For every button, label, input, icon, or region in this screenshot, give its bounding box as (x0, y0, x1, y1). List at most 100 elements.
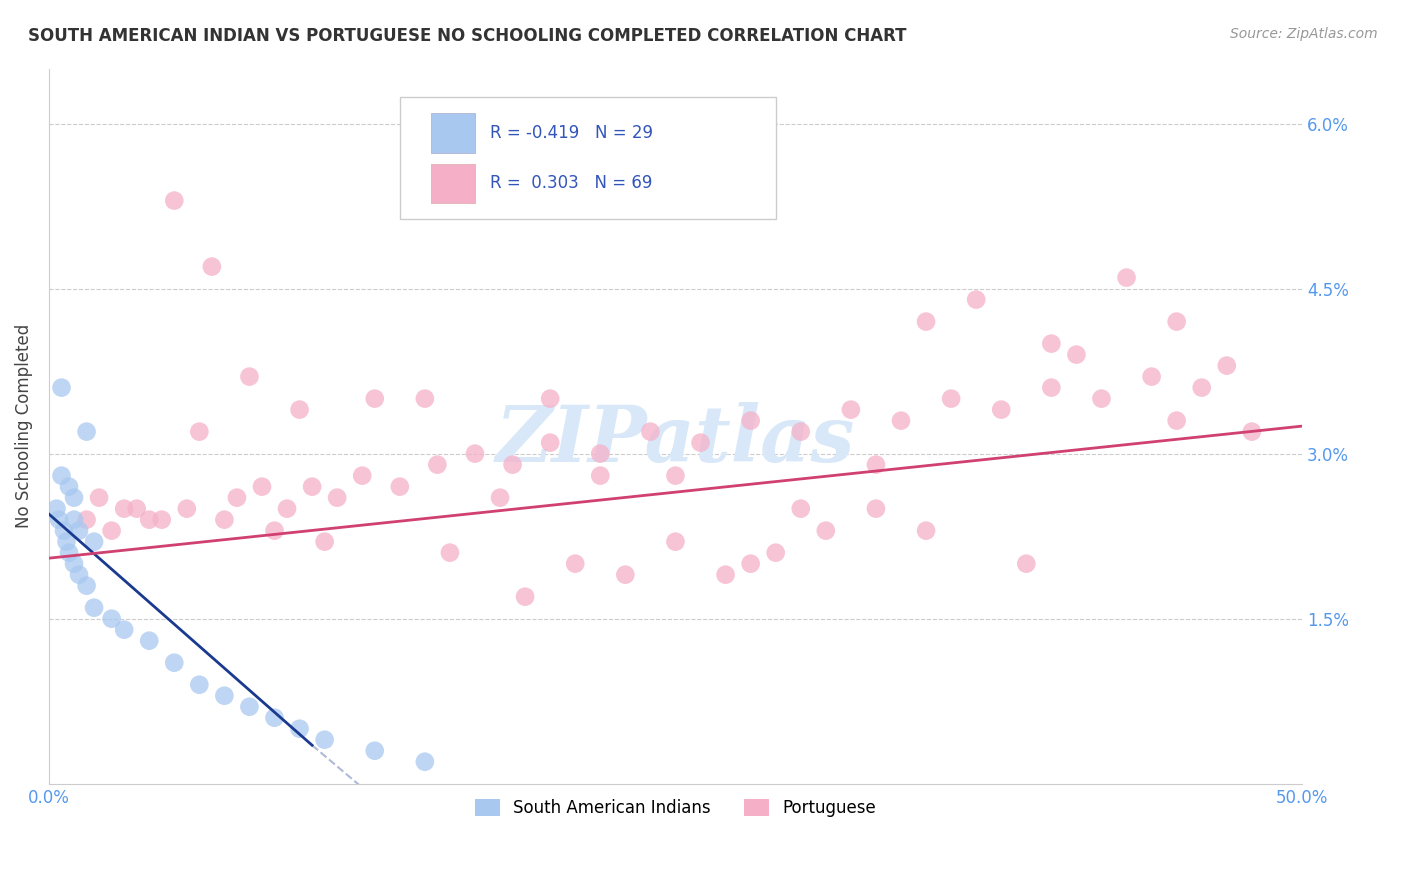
Point (890, 414, 912, 428)
Point (112, 501, 135, 516)
Point (76, 579, 98, 593)
Point (1090, 392, 1112, 406)
Point (326, 491, 349, 505)
Point (83, 600, 105, 615)
Y-axis label: No Schooling Completed: No Schooling Completed (15, 324, 32, 528)
Text: R =  0.303   N = 69: R = 0.303 N = 69 (491, 174, 652, 193)
Point (664, 468, 686, 483)
Point (839, 402, 862, 417)
Point (1216, 359, 1239, 373)
Point (413, 755, 436, 769)
Point (740, 557, 762, 571)
Point (176, 501, 198, 516)
Point (1240, 425, 1263, 439)
Point (538, 435, 561, 450)
Point (63, 557, 86, 571)
Point (67, 567, 90, 582)
Point (55, 534, 77, 549)
Point (314, 534, 336, 549)
Point (502, 458, 524, 472)
Point (188, 678, 211, 692)
Point (865, 458, 887, 472)
Point (1040, 381, 1063, 395)
Point (564, 557, 586, 571)
Point (83, 534, 105, 549)
Point (352, 468, 374, 483)
Point (100, 524, 122, 538)
Point (689, 435, 711, 450)
Point (1140, 369, 1163, 384)
Point (67, 524, 90, 538)
Point (740, 414, 762, 428)
Point (364, 744, 387, 758)
Point (765, 546, 787, 560)
Point (1040, 336, 1063, 351)
Text: R = -0.419   N = 29: R = -0.419 N = 29 (491, 124, 652, 142)
Point (589, 468, 612, 483)
Point (513, 590, 536, 604)
Point (489, 491, 512, 505)
Point (263, 711, 285, 725)
Point (1015, 557, 1038, 571)
Point (915, 524, 938, 538)
Point (51, 468, 73, 483)
Point (201, 260, 224, 274)
FancyBboxPatch shape (432, 113, 475, 153)
Point (640, 425, 662, 439)
FancyBboxPatch shape (399, 97, 776, 219)
Point (263, 524, 285, 538)
Point (1066, 348, 1088, 362)
Point (53, 524, 76, 538)
Point (301, 480, 323, 494)
Point (614, 567, 637, 582)
Point (426, 458, 449, 472)
Point (76, 513, 98, 527)
Point (112, 623, 135, 637)
Point (226, 491, 249, 505)
Point (100, 612, 122, 626)
Point (125, 501, 148, 516)
Point (538, 392, 561, 406)
Point (314, 732, 336, 747)
Point (188, 425, 211, 439)
Point (138, 513, 160, 527)
Point (58, 480, 80, 494)
Point (915, 315, 938, 329)
Point (51, 381, 73, 395)
Point (214, 513, 236, 527)
Point (1115, 270, 1137, 285)
Point (238, 699, 260, 714)
Point (1191, 381, 1213, 395)
Point (76, 425, 98, 439)
Point (464, 447, 486, 461)
Point (939, 392, 962, 406)
Point (87, 491, 110, 505)
Point (664, 534, 686, 549)
Point (150, 513, 173, 527)
Point (288, 722, 311, 736)
Point (163, 194, 186, 208)
Point (288, 402, 311, 417)
Point (214, 689, 236, 703)
Point (439, 546, 461, 560)
Point (413, 392, 436, 406)
Point (58, 546, 80, 560)
Text: ZIPatlas: ZIPatlas (496, 402, 855, 479)
FancyBboxPatch shape (432, 163, 475, 203)
Text: SOUTH AMERICAN INDIAN VS PORTUGUESE NO SCHOOLING COMPLETED CORRELATION CHART: SOUTH AMERICAN INDIAN VS PORTUGUESE NO S… (28, 27, 907, 45)
Point (238, 369, 260, 384)
Point (814, 524, 837, 538)
Point (63, 513, 86, 527)
Point (276, 501, 298, 516)
Point (63, 491, 86, 505)
Point (48, 513, 70, 527)
Point (1166, 315, 1188, 329)
Point (965, 293, 987, 307)
Point (138, 633, 160, 648)
Point (250, 480, 273, 494)
Point (1166, 414, 1188, 428)
Point (865, 501, 887, 516)
Point (163, 656, 186, 670)
Point (990, 402, 1012, 417)
Point (388, 480, 411, 494)
